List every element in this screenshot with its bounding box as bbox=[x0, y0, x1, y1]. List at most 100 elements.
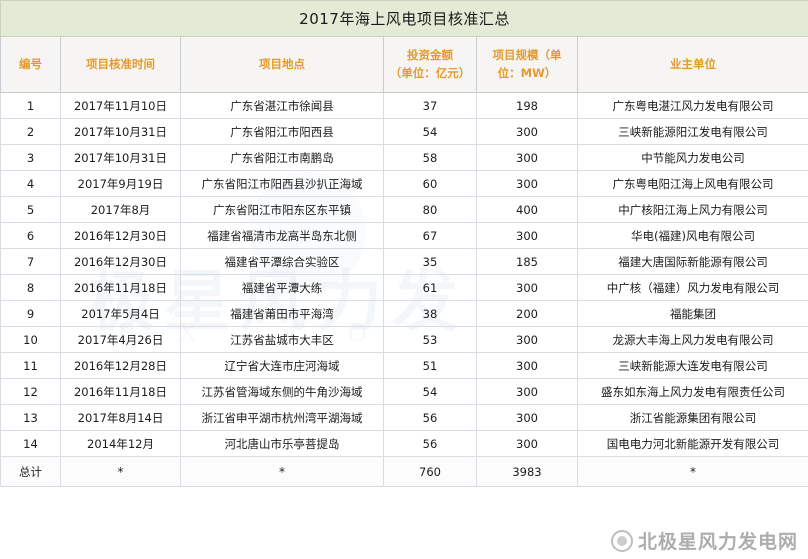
cell-location[interactable]: 广东省阳江市阳西县沙扒正海域 bbox=[180, 170, 384, 197]
cell-owner[interactable]: 中广核（福建）风力发电有限公司 bbox=[576, 274, 808, 301]
cell-location[interactable]: 河北唐山市乐亭菩提岛 bbox=[180, 430, 384, 457]
cell-capacity[interactable]: 300 bbox=[476, 170, 578, 197]
cell-owner[interactable]: 龙源大丰海上风力发电有限公司 bbox=[576, 326, 808, 353]
cell-investment[interactable]: 37 bbox=[383, 92, 477, 119]
cell-location[interactable]: 福建省平潭综合实验区 bbox=[180, 248, 384, 275]
cell-no[interactable]: 6 bbox=[0, 222, 61, 249]
cell-location[interactable]: 广东省阳江市南鹏岛 bbox=[180, 144, 384, 171]
cell-no[interactable]: 10 bbox=[0, 326, 61, 353]
table-row[interactable]: 12 2016年11月18日 江苏省管海域东侧的牛角沙海域 54 300 盛东如… bbox=[0, 378, 808, 405]
cell-owner[interactable]: 福能集团 bbox=[576, 300, 808, 327]
cell-no[interactable]: 4 bbox=[0, 170, 61, 197]
cell-capacity[interactable]: 200 bbox=[476, 300, 578, 327]
table-row[interactable]: 13 2017年8月14日 浙江省申平湖市杭州湾平湖海域 56 300 浙江省能… bbox=[0, 404, 808, 431]
table-row[interactable]: 5 2017年8月 广东省阳江市阳东区东平镇 80 400 中广核阳江海上风力有… bbox=[0, 196, 808, 223]
table-row[interactable]: 11 2016年12月28日 辽宁省大连市庄河海域 51 300 三峡新能源大连… bbox=[0, 352, 808, 379]
cell-no[interactable]: 5 bbox=[0, 196, 61, 223]
column-header-capacity[interactable]: 项目规模（单 位：MW） bbox=[476, 36, 578, 93]
cell-no[interactable]: 14 bbox=[0, 430, 61, 457]
cell-investment[interactable]: 58 bbox=[383, 144, 477, 171]
table-row[interactable]: 4 2017年9月19日 广东省阳江市阳西县沙扒正海域 60 300 广东粤电阳… bbox=[0, 170, 808, 197]
column-header-no[interactable]: 编号 bbox=[0, 36, 61, 93]
cell-date[interactable]: 2017年10月31日 bbox=[60, 144, 181, 171]
cell-investment[interactable]: 56 bbox=[383, 430, 477, 457]
cell-date[interactable]: 2017年11月10日 bbox=[60, 92, 181, 119]
column-header-location[interactable]: 项目地点 bbox=[180, 36, 384, 93]
cell-date[interactable]: 2014年12月 bbox=[60, 430, 181, 457]
table-row[interactable]: 7 2016年12月30日 福建省平潭综合实验区 35 185 福建大唐国际新能… bbox=[0, 248, 808, 275]
cell-location[interactable]: 江苏省盐城市大丰区 bbox=[180, 326, 384, 353]
column-header-approval-date[interactable]: 项目核准时间 bbox=[60, 36, 181, 93]
cell-no[interactable]: 13 bbox=[0, 404, 61, 431]
cell-location[interactable]: 广东省阳江市阳东区东平镇 bbox=[180, 196, 384, 223]
cell-owner[interactable]: 浙江省能源集团有限公司 bbox=[576, 404, 808, 431]
cell-investment[interactable]: 38 bbox=[383, 300, 477, 327]
cell-investment[interactable]: 60 bbox=[383, 170, 477, 197]
table-total-row[interactable]: 总计 * * 760 3983 * bbox=[0, 456, 808, 487]
cell-total-capacity[interactable]: 3983 bbox=[476, 456, 578, 487]
cell-owner[interactable]: 三峡新能源大连发电有限公司 bbox=[576, 352, 808, 379]
cell-capacity[interactable]: 300 bbox=[476, 118, 578, 145]
cell-capacity[interactable]: 300 bbox=[476, 326, 578, 353]
cell-date[interactable]: 2016年12月30日 bbox=[60, 222, 181, 249]
cell-investment[interactable]: 54 bbox=[383, 378, 477, 405]
table-row[interactable]: 8 2016年11月18日 福建省平潭大练 61 300 中广核（福建）风力发电… bbox=[0, 274, 808, 301]
cell-investment[interactable]: 56 bbox=[383, 404, 477, 431]
cell-date[interactable]: 2016年12月28日 bbox=[60, 352, 181, 379]
cell-total-investment[interactable]: 760 bbox=[383, 456, 477, 487]
cell-date[interactable]: 2017年4月26日 bbox=[60, 326, 181, 353]
table-row[interactable]: 6 2016年12月30日 福建省福清市龙高半岛东北侧 67 300 华电(福建… bbox=[0, 222, 808, 249]
column-header-investment[interactable]: 投资金额 （单位：亿元） bbox=[383, 36, 477, 93]
cell-total-location[interactable]: * bbox=[180, 456, 384, 487]
cell-no[interactable]: 12 bbox=[0, 378, 61, 405]
cell-no[interactable]: 8 bbox=[0, 274, 61, 301]
cell-investment[interactable]: 80 bbox=[383, 196, 477, 223]
cell-location[interactable]: 江苏省管海域东侧的牛角沙海域 bbox=[180, 378, 384, 405]
cell-investment[interactable]: 51 bbox=[383, 352, 477, 379]
cell-date[interactable]: 2017年8月14日 bbox=[60, 404, 181, 431]
cell-location[interactable]: 福建省福清市龙高半岛东北侧 bbox=[180, 222, 384, 249]
cell-no[interactable]: 3 bbox=[0, 144, 61, 171]
cell-capacity[interactable]: 185 bbox=[476, 248, 578, 275]
cell-capacity[interactable]: 300 bbox=[476, 274, 578, 301]
cell-date[interactable]: 2017年10月31日 bbox=[60, 118, 181, 145]
cell-no[interactable]: 7 bbox=[0, 248, 61, 275]
cell-capacity[interactable]: 198 bbox=[476, 92, 578, 119]
cell-date[interactable]: 2016年11月18日 bbox=[60, 274, 181, 301]
cell-capacity[interactable]: 300 bbox=[476, 144, 578, 171]
cell-total-owner[interactable]: * bbox=[576, 456, 808, 487]
cell-no[interactable]: 9 bbox=[0, 300, 61, 327]
cell-owner[interactable]: 国电电力河北新能源开发有限公司 bbox=[576, 430, 808, 457]
cell-owner[interactable]: 华电(福建)风电有限公司 bbox=[576, 222, 808, 249]
cell-owner[interactable]: 广东粤电阳江海上风电有限公司 bbox=[576, 170, 808, 197]
table-row[interactable]: 9 2017年5月4日 福建省莆田市平海湾 38 200 福能集团 bbox=[0, 300, 808, 327]
cell-location[interactable]: 福建省莆田市平海湾 bbox=[180, 300, 384, 327]
cell-capacity[interactable]: 300 bbox=[476, 430, 578, 457]
table-row[interactable]: 14 2014年12月 河北唐山市乐亭菩提岛 56 300 国电电力河北新能源开… bbox=[0, 430, 808, 457]
cell-location[interactable]: 辽宁省大连市庄河海域 bbox=[180, 352, 384, 379]
cell-date[interactable]: 2017年8月 bbox=[60, 196, 181, 223]
cell-owner[interactable]: 中节能风力发电公司 bbox=[576, 144, 808, 171]
table-row[interactable]: 10 2017年4月26日 江苏省盐城市大丰区 53 300 龙源大丰海上风力发… bbox=[0, 326, 808, 353]
cell-date[interactable]: 2016年12月30日 bbox=[60, 248, 181, 275]
cell-capacity[interactable]: 300 bbox=[476, 222, 578, 249]
cell-owner[interactable]: 盛东如东海上风力发电有限责任公司 bbox=[576, 378, 808, 405]
cell-investment[interactable]: 61 bbox=[383, 274, 477, 301]
cell-location[interactable]: 福建省平潭大练 bbox=[180, 274, 384, 301]
cell-capacity[interactable]: 300 bbox=[476, 352, 578, 379]
cell-capacity[interactable]: 300 bbox=[476, 378, 578, 405]
cell-no[interactable]: 1 bbox=[0, 92, 61, 119]
cell-owner[interactable]: 广东粤电湛江风力发电有限公司 bbox=[576, 92, 808, 119]
cell-no[interactable]: 2 bbox=[0, 118, 61, 145]
cell-date[interactable]: 2017年9月19日 bbox=[60, 170, 181, 197]
table-row[interactable]: 2 2017年10月31日 广东省阳江市阳西县 54 300 三峡新能源阳江发电… bbox=[0, 118, 808, 145]
cell-location[interactable]: 广东省阳江市阳西县 bbox=[180, 118, 384, 145]
cell-investment[interactable]: 53 bbox=[383, 326, 477, 353]
cell-investment[interactable]: 67 bbox=[383, 222, 477, 249]
cell-date[interactable]: 2017年5月4日 bbox=[60, 300, 181, 327]
cell-location[interactable]: 广东省湛江市徐闻县 bbox=[180, 92, 384, 119]
column-header-owner[interactable]: 业主单位 bbox=[576, 36, 808, 93]
cell-location[interactable]: 浙江省申平湖市杭州湾平湖海域 bbox=[180, 404, 384, 431]
cell-date[interactable]: 2016年11月18日 bbox=[60, 378, 181, 405]
cell-owner[interactable]: 福建大唐国际新能源有限公司 bbox=[576, 248, 808, 275]
